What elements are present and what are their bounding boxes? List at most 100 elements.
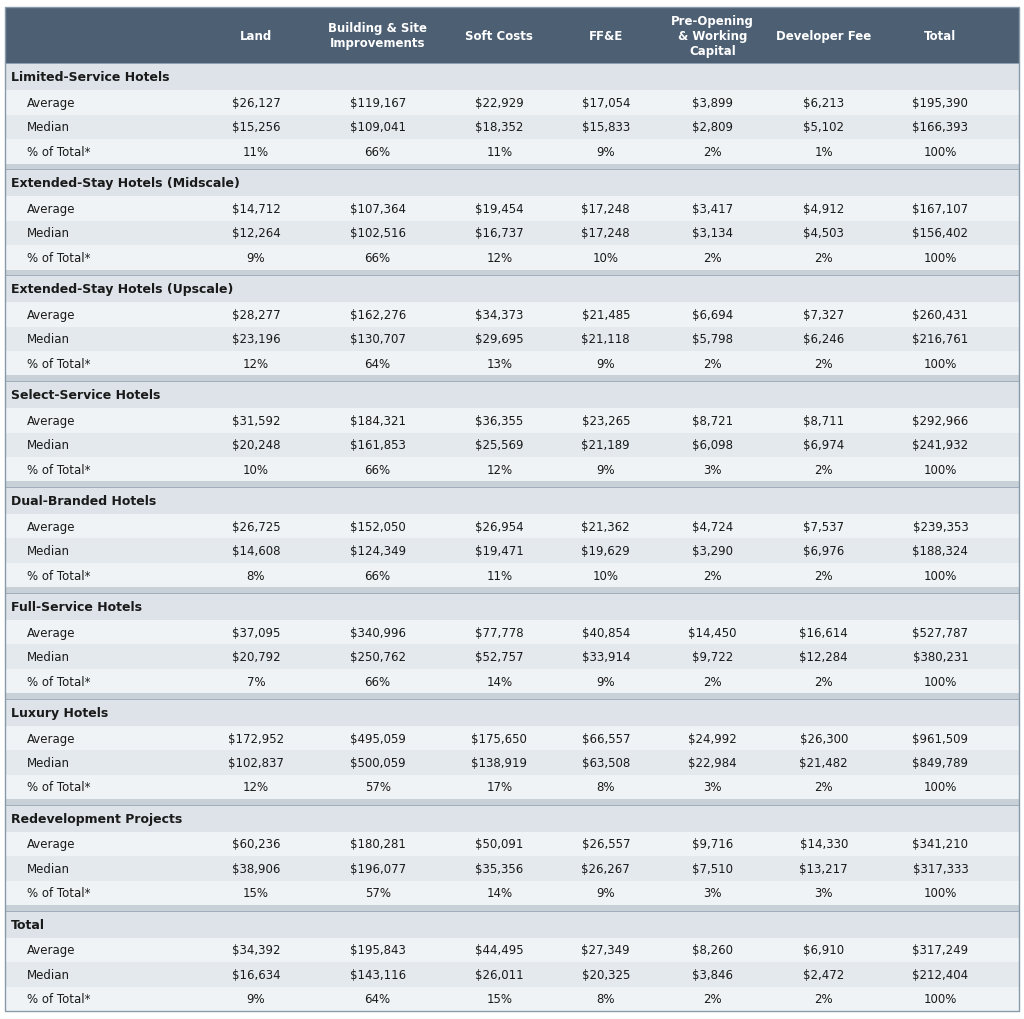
Text: $4,912: $4,912	[803, 203, 845, 216]
Text: $77,778: $77,778	[475, 626, 523, 639]
Bar	[5, 645, 1019, 669]
Text: Select-Service Hotels: Select-Service Hotels	[11, 388, 161, 401]
Text: $20,792: $20,792	[231, 650, 281, 663]
Text: $27,349: $27,349	[582, 944, 630, 957]
Text: $26,725: $26,725	[231, 520, 281, 533]
Text: $17,054: $17,054	[582, 97, 630, 110]
Text: Developer Fee: Developer Fee	[776, 30, 871, 43]
Text: 57%: 57%	[365, 781, 390, 794]
Text: 13%: 13%	[486, 358, 512, 370]
Bar	[5, 221, 1019, 246]
Text: $212,404: $212,404	[912, 968, 969, 981]
Text: $380,231: $380,231	[912, 650, 969, 663]
Text: Median: Median	[27, 333, 70, 346]
Text: Median: Median	[27, 756, 70, 769]
Text: Median: Median	[27, 968, 70, 981]
Text: $20,248: $20,248	[231, 439, 281, 451]
Text: $22,984: $22,984	[688, 756, 736, 769]
Text: $16,737: $16,737	[475, 227, 523, 240]
Text: $25,569: $25,569	[475, 439, 523, 451]
Text: $5,102: $5,102	[803, 121, 845, 135]
Text: $2,472: $2,472	[803, 968, 845, 981]
Text: $9,716: $9,716	[691, 838, 733, 851]
Text: 66%: 66%	[365, 464, 391, 476]
Text: $60,236: $60,236	[231, 838, 281, 851]
Bar	[5, 64, 1019, 91]
Text: $21,189: $21,189	[582, 439, 630, 451]
Text: $26,954: $26,954	[475, 520, 523, 533]
Bar	[5, 515, 1019, 539]
Text: $13,217: $13,217	[800, 862, 848, 875]
Text: $66,557: $66,557	[582, 732, 630, 745]
Text: 9%: 9%	[597, 464, 615, 476]
Text: 10%: 10%	[593, 569, 618, 582]
Text: Total: Total	[11, 918, 45, 930]
Text: 9%: 9%	[247, 993, 265, 1006]
Bar	[5, 246, 1019, 270]
Text: 2%: 2%	[814, 252, 834, 265]
Text: Average: Average	[27, 415, 76, 427]
Text: Median: Median	[27, 121, 70, 135]
Text: 12%: 12%	[486, 252, 512, 265]
Bar	[5, 962, 1019, 986]
Bar	[5, 482, 1019, 487]
Bar	[5, 115, 1019, 140]
Text: $21,485: $21,485	[582, 309, 630, 322]
Bar	[5, 458, 1019, 482]
Text: % of Total*: % of Total*	[27, 252, 90, 265]
Text: 66%: 66%	[365, 675, 391, 688]
Text: Dual-Branded Hotels: Dual-Branded Hotels	[11, 494, 157, 507]
Text: 100%: 100%	[924, 993, 957, 1006]
Bar	[5, 409, 1019, 433]
Text: $4,503: $4,503	[804, 227, 844, 240]
Text: % of Total*: % of Total*	[27, 993, 90, 1006]
Text: $12,264: $12,264	[231, 227, 281, 240]
Text: $161,853: $161,853	[350, 439, 406, 451]
Bar	[5, 539, 1019, 564]
Text: $239,353: $239,353	[912, 520, 969, 533]
Text: $3,417: $3,417	[691, 203, 733, 216]
Text: 100%: 100%	[924, 146, 957, 159]
Text: $21,118: $21,118	[582, 333, 630, 346]
Bar	[5, 669, 1019, 694]
Text: 64%: 64%	[365, 358, 391, 370]
Bar	[5, 937, 1019, 962]
Text: $250,762: $250,762	[349, 650, 406, 663]
Text: $6,694: $6,694	[691, 309, 733, 322]
Text: 100%: 100%	[924, 358, 957, 370]
Bar	[5, 352, 1019, 376]
Text: $34,373: $34,373	[475, 309, 523, 322]
Bar	[5, 8, 1019, 64]
Text: % of Total*: % of Total*	[27, 569, 90, 582]
Text: $14,330: $14,330	[800, 838, 848, 851]
Text: 100%: 100%	[924, 675, 957, 688]
Text: $35,356: $35,356	[475, 862, 523, 875]
Text: $3,846: $3,846	[692, 968, 733, 981]
Bar	[5, 327, 1019, 352]
Text: 12%: 12%	[486, 464, 512, 476]
Text: $6,974: $6,974	[803, 439, 845, 451]
Text: $38,906: $38,906	[231, 862, 281, 875]
Bar	[5, 303, 1019, 327]
Text: % of Total*: % of Total*	[27, 675, 90, 688]
Bar	[5, 197, 1019, 221]
Text: $172,952: $172,952	[228, 732, 284, 745]
Text: $15,833: $15,833	[582, 121, 630, 135]
Text: Redevelopment Projects: Redevelopment Projects	[11, 812, 182, 824]
Text: $37,095: $37,095	[231, 626, 281, 639]
Text: 66%: 66%	[365, 146, 391, 159]
Text: $31,592: $31,592	[231, 415, 281, 427]
Text: 12%: 12%	[243, 358, 269, 370]
Bar	[5, 140, 1019, 164]
Text: $26,557: $26,557	[582, 838, 630, 851]
Text: $33,914: $33,914	[582, 650, 630, 663]
Text: $195,843: $195,843	[350, 944, 406, 957]
Text: Average: Average	[27, 309, 76, 322]
Text: 9%: 9%	[597, 887, 615, 900]
Text: $14,712: $14,712	[231, 203, 281, 216]
Text: $36,355: $36,355	[475, 415, 523, 427]
Text: $8,711: $8,711	[803, 415, 845, 427]
Text: 2%: 2%	[702, 252, 722, 265]
Bar	[5, 170, 1019, 197]
Text: $119,167: $119,167	[349, 97, 406, 110]
